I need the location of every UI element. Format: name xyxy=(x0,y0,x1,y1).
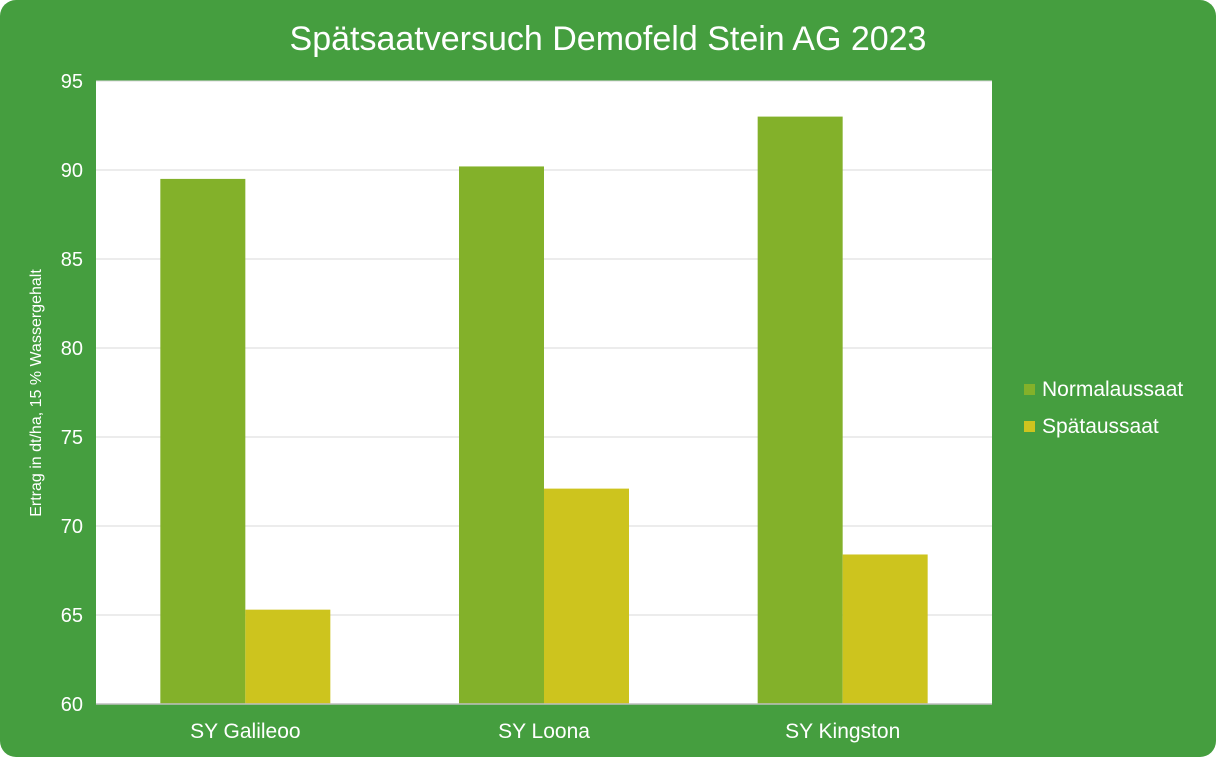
legend: Normalaussaat Spätaussaat xyxy=(1024,378,1183,438)
y-tick-label: 90 xyxy=(61,160,83,182)
y-tick-label: 65 xyxy=(61,605,83,627)
bar-normalaussaat xyxy=(459,166,544,704)
legend-label: Spätaussaat xyxy=(1042,415,1159,438)
bar-normalaussaat xyxy=(160,178,246,704)
y-axis-ticks: 60 65 70 75 80 85 90 95 xyxy=(61,71,83,716)
y-tick-label: 60 xyxy=(61,694,83,716)
bar-normalaussaat xyxy=(757,116,843,705)
x-category-label: SY Loona xyxy=(498,720,590,743)
y-tick-label: 75 xyxy=(61,427,83,449)
bar-spaetaussaat xyxy=(544,488,629,704)
y-tick-label: 80 xyxy=(61,338,83,360)
legend-label: Normalaussaat xyxy=(1042,378,1183,401)
x-category-label: SY Kingston xyxy=(785,720,900,743)
y-tick-label: 95 xyxy=(61,71,83,93)
y-tick-label: 70 xyxy=(61,516,83,538)
legend-swatch xyxy=(1024,421,1035,432)
x-axis-categories: SY Galileoo SY Loona SY Kingston xyxy=(190,720,900,743)
bar-spaetaussaat xyxy=(842,554,928,704)
x-category-label: SY Galileoo xyxy=(190,720,301,743)
bars xyxy=(160,116,928,705)
y-axis-label: Ertrag in dt/ha, 15 % Wassergehalt xyxy=(28,269,45,517)
y-tick-label: 85 xyxy=(61,249,83,271)
bar-spaetaussaat xyxy=(245,609,331,704)
legend-swatch xyxy=(1024,384,1035,395)
chart-title: Spätsaatversuch Demofeld Stein AG 2023 xyxy=(290,20,927,58)
